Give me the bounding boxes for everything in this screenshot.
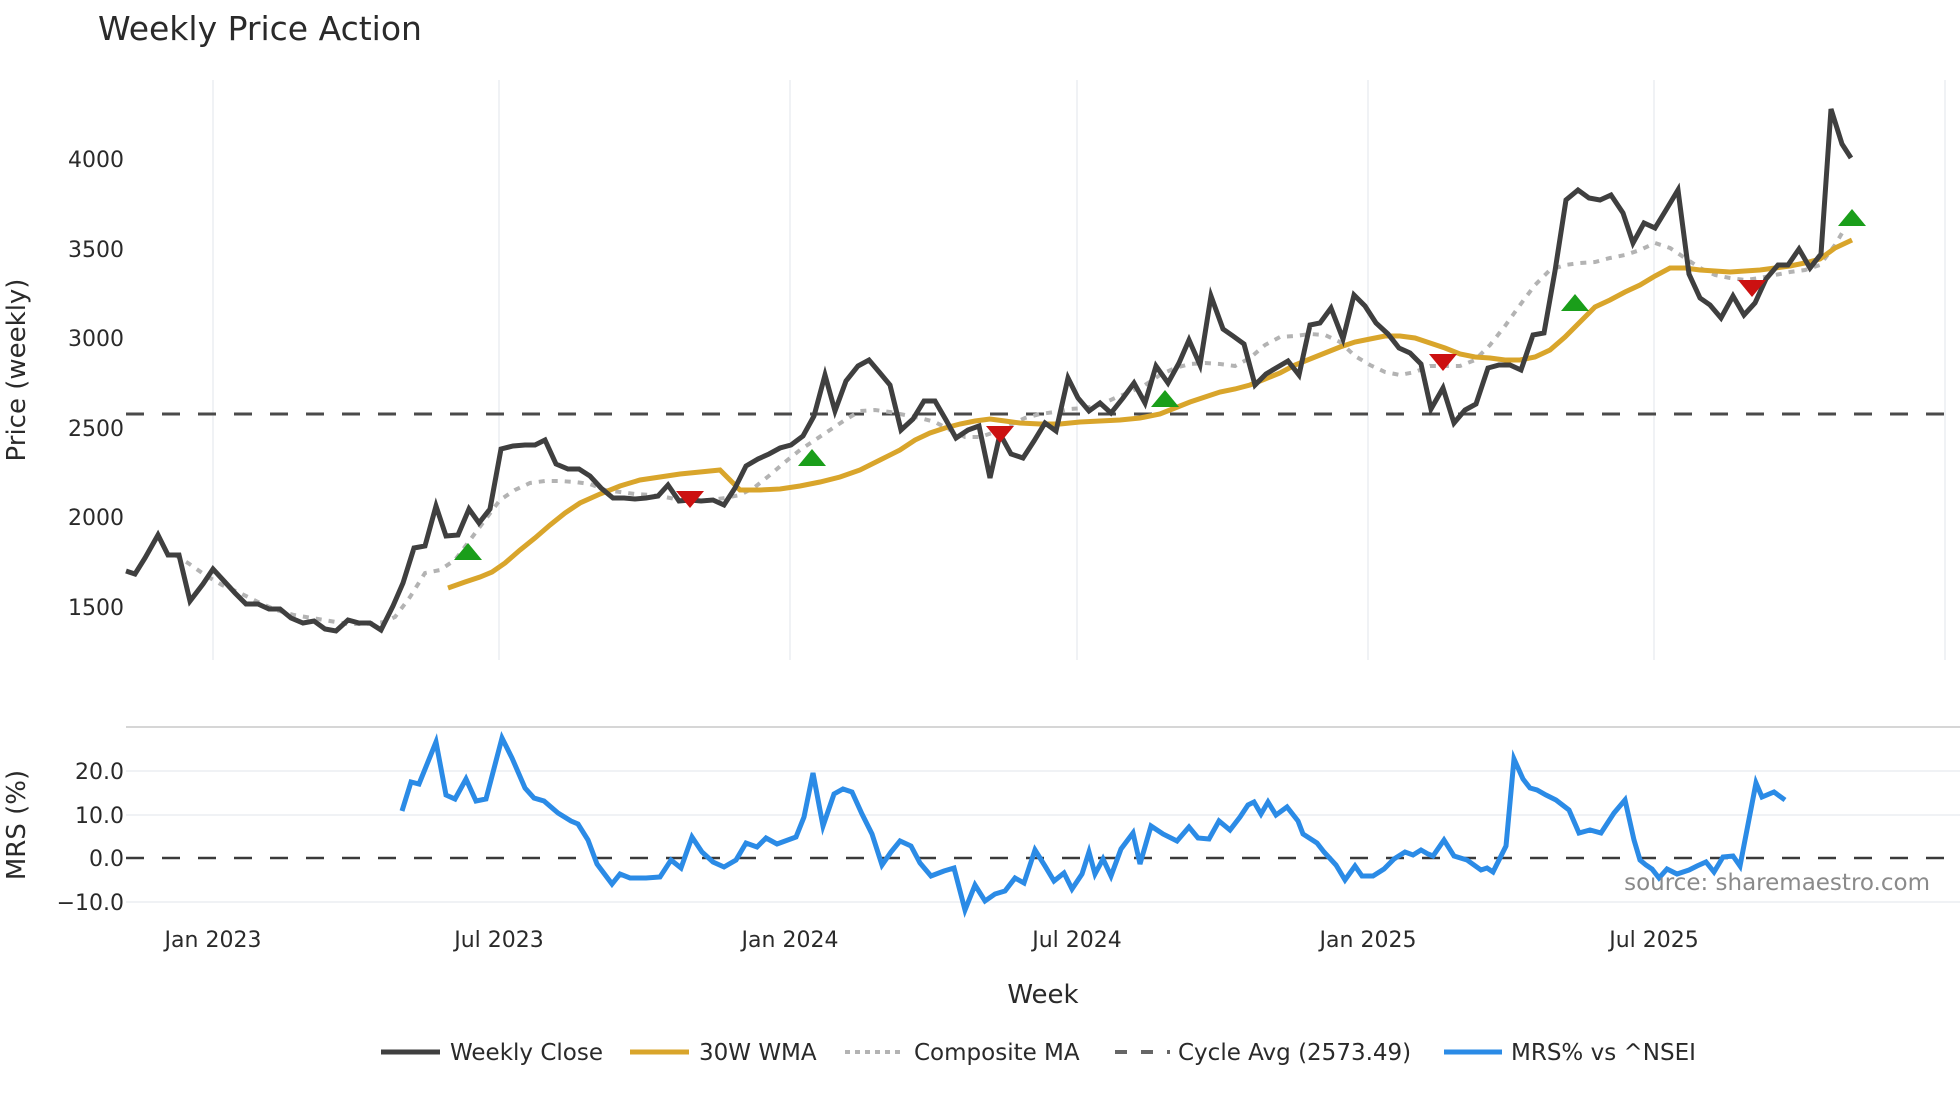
buy-signal-markers <box>454 209 1866 560</box>
x-tick: Jul 2023 <box>452 928 544 953</box>
mrs-tick: 20.0 <box>75 760 124 785</box>
price-tick: 2500 <box>68 417 124 442</box>
x-tick: Jul 2024 <box>1030 928 1122 953</box>
legend-label: Cycle Avg (2573.49) <box>1178 1040 1411 1066</box>
buy-arrow-icon <box>1151 390 1179 407</box>
mrs-gridlines <box>126 770 1960 903</box>
legend-item-mrs[interactable]: MRS% vs ^NSEI <box>1444 1040 1696 1066</box>
x-tick: Jan 2023 <box>163 928 262 953</box>
mrs-tick: 10.0 <box>75 804 124 829</box>
legend: Weekly Close 30W WMA Composite MA Cycle … <box>381 1040 1696 1066</box>
x-axis-label: Week <box>1007 980 1078 1010</box>
sell-arrow-icon <box>986 426 1014 443</box>
price-tick: 3500 <box>68 238 124 263</box>
sell-arrow-icon <box>1429 354 1457 371</box>
buy-arrow-icon <box>798 449 826 466</box>
price-tick: 1500 <box>68 596 124 621</box>
mrs-tick: 0.0 <box>89 847 124 872</box>
weekly-close-line <box>125 108 1854 634</box>
x-tick: Jul 2025 <box>1607 928 1699 953</box>
price-y-axis: 4000 3500 3000 2500 2000 1500 Price (wee… <box>2 148 124 621</box>
price-y-label: Price (weekly) <box>2 279 32 462</box>
legend-item-weekly-close[interactable]: Weekly Close <box>381 1040 603 1066</box>
price-gridlines <box>212 80 1946 660</box>
mrs-line <box>399 730 1787 918</box>
buy-arrow-icon <box>1561 294 1589 311</box>
price-tick: 3000 <box>68 327 124 352</box>
composite-ma-line <box>173 226 1847 626</box>
mrs-y-label: MRS (%) <box>2 770 32 880</box>
legend-item-composite-ma[interactable]: Composite MA <box>845 1040 1080 1066</box>
buy-arrow-icon <box>454 543 482 560</box>
chart-title: Weekly Price Action <box>98 9 422 48</box>
x-tick: Jan 2024 <box>740 928 839 953</box>
legend-item-cycle-avg[interactable]: Cycle Avg (2573.49) <box>1115 1040 1411 1066</box>
price-tick: 4000 <box>68 148 124 173</box>
price-tick: 2000 <box>68 506 124 531</box>
x-axis: Jan 2023 Jul 2023 Jan 2024 Jul 2024 Jan … <box>163 928 1699 1010</box>
sell-signal-markers <box>676 280 1766 508</box>
legend-label: Composite MA <box>914 1040 1080 1066</box>
source-annotation: source: sharemaestro.com <box>1624 870 1930 896</box>
legend-label: Weekly Close <box>450 1040 603 1066</box>
legend-label: 30W WMA <box>699 1040 817 1066</box>
mrs-tick: −10.0 <box>57 891 124 916</box>
buy-arrow-icon <box>1838 209 1866 226</box>
legend-item-30w-wma[interactable]: 30W WMA <box>630 1040 817 1066</box>
mrs-y-axis: 20.0 10.0 0.0 −10.0 MRS (%) <box>2 760 124 916</box>
sell-arrow-icon <box>1738 280 1766 297</box>
sell-arrow-icon <box>676 491 704 508</box>
x-tick: Jan 2025 <box>1318 928 1417 953</box>
wma-line <box>447 237 1854 591</box>
legend-label: MRS% vs ^NSEI <box>1511 1040 1696 1066</box>
